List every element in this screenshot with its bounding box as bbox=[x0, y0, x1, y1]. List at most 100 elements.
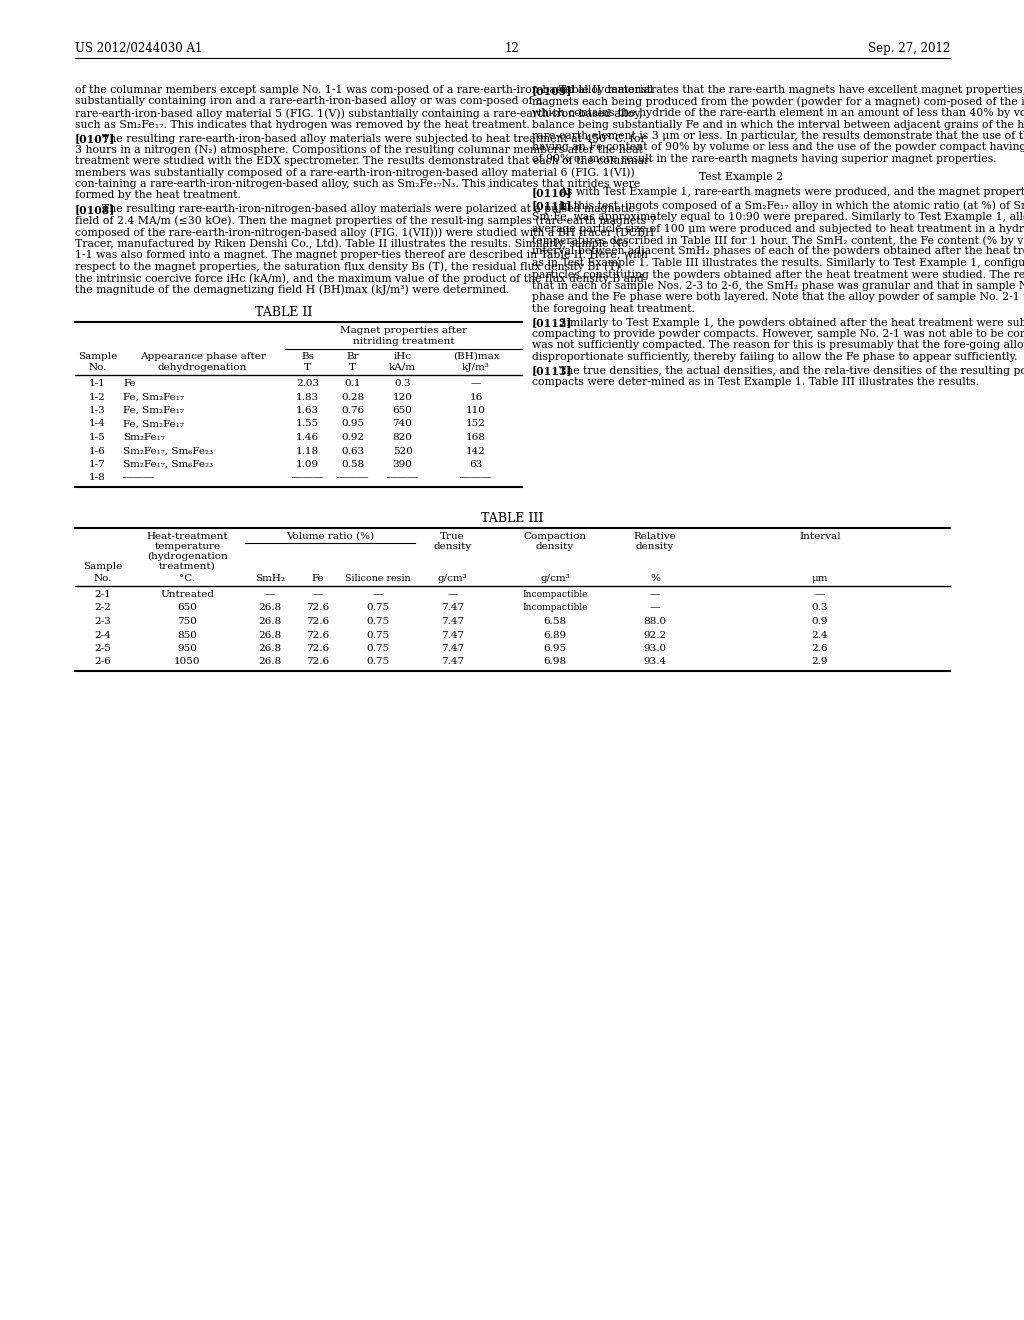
Text: rare-earth element is 3 μm or less. In particular, the results demonstrate that : rare-earth element is 3 μm or less. In p… bbox=[532, 131, 1024, 141]
Text: US 2012/0244030 A1: US 2012/0244030 A1 bbox=[75, 42, 203, 55]
Text: 0.28: 0.28 bbox=[341, 392, 365, 401]
Text: 650: 650 bbox=[392, 407, 413, 414]
Text: 93.0: 93.0 bbox=[643, 644, 667, 653]
Text: 7.47: 7.47 bbox=[441, 657, 464, 667]
Text: Sm:Fe, was approximately equal to 10:90 were prepared. Similarly to Test Example: Sm:Fe, was approximately equal to 10:90 … bbox=[532, 213, 1024, 222]
Text: rare-earth-iron-based alloy material 5 (FIG. 1(V)) substantially containing a ra: rare-earth-iron-based alloy material 5 (… bbox=[75, 108, 642, 119]
Text: 2-4: 2-4 bbox=[94, 631, 111, 639]
Text: 7.47: 7.47 bbox=[441, 616, 464, 626]
Text: —: — bbox=[265, 590, 275, 599]
Text: 26.8: 26.8 bbox=[258, 657, 282, 667]
Text: g/cm³: g/cm³ bbox=[541, 574, 569, 583]
Text: 26.8: 26.8 bbox=[258, 631, 282, 639]
Text: phase and the Fe phase were both layered. Note that the alloy powder of sample N: phase and the Fe phase were both layered… bbox=[532, 293, 1024, 302]
Text: [0107]: [0107] bbox=[75, 133, 116, 144]
Text: —: — bbox=[447, 590, 458, 599]
Text: No.: No. bbox=[88, 363, 106, 372]
Text: density: density bbox=[536, 543, 574, 550]
Text: 110: 110 bbox=[466, 407, 486, 414]
Text: con-taining a rare-earth-iron-nitrogen-based alloy, such as Sm₂Fe₁₇N₃. This indi: con-taining a rare-earth-iron-nitrogen-b… bbox=[75, 180, 640, 189]
Text: (hydrogenation: (hydrogenation bbox=[147, 552, 228, 561]
Text: 2-3: 2-3 bbox=[94, 616, 111, 626]
Text: 1-4: 1-4 bbox=[89, 420, 105, 429]
Text: field of 2.4 MA/m (≤30 kOe). Then the magnet properties of the result-ing sample: field of 2.4 MA/m (≤30 kOe). Then the ma… bbox=[75, 215, 656, 226]
Text: 6.98: 6.98 bbox=[544, 657, 566, 667]
Text: Incompactible: Incompactible bbox=[522, 590, 588, 599]
Text: 1.09: 1.09 bbox=[296, 459, 319, 469]
Text: Silicone resin: Silicone resin bbox=[345, 574, 411, 583]
Text: Compaction: Compaction bbox=[523, 532, 587, 541]
Text: Interval: Interval bbox=[799, 532, 841, 541]
Text: disproportionate sufficiently, thereby failing to allow the Fe phase to appear s: disproportionate sufficiently, thereby f… bbox=[532, 352, 1018, 362]
Text: 0.95: 0.95 bbox=[341, 420, 365, 429]
Text: 1.63: 1.63 bbox=[296, 407, 319, 414]
Text: treatment): treatment) bbox=[159, 562, 216, 572]
Text: 92.2: 92.2 bbox=[643, 631, 667, 639]
Text: 93.4: 93.4 bbox=[643, 657, 667, 667]
Text: %: % bbox=[650, 574, 659, 583]
Text: as in Test Example 1. Table III illustrates the results. Similarly to Test Examp: as in Test Example 1. Table III illustra… bbox=[532, 257, 1024, 268]
Text: The resulting rare-earth-iron-nitrogen-based alloy materials were polarized at a: The resulting rare-earth-iron-nitrogen-b… bbox=[102, 205, 635, 214]
Text: 950: 950 bbox=[177, 644, 198, 653]
Text: 2.4: 2.4 bbox=[812, 631, 828, 639]
Text: 6.95: 6.95 bbox=[544, 644, 566, 653]
Text: the foregoing heat treatment.: the foregoing heat treatment. bbox=[532, 304, 695, 314]
Text: 1-1 was also formed into a magnet. The magnet proper-ties thereof are described : 1-1 was also formed into a magnet. The m… bbox=[75, 249, 648, 260]
Text: temperatures described in Table III for 1 hour. The SmH₂ content, the Fe content: temperatures described in Table III for … bbox=[532, 235, 1024, 246]
Text: Sm₂Fe₁₇: Sm₂Fe₁₇ bbox=[123, 433, 165, 442]
Text: 2-2: 2-2 bbox=[94, 603, 111, 612]
Text: treatment were studied with the EDX spectrometer. The results demonstrated that : treatment were studied with the EDX spec… bbox=[75, 156, 649, 166]
Text: 88.0: 88.0 bbox=[643, 616, 667, 626]
Text: Fe, Sm₂Fe₁₇: Fe, Sm₂Fe₁₇ bbox=[123, 420, 184, 429]
Text: 72.6: 72.6 bbox=[306, 644, 329, 653]
Text: Incompactible: Incompactible bbox=[522, 603, 588, 612]
Text: Bs: Bs bbox=[301, 352, 314, 360]
Text: 0.75: 0.75 bbox=[366, 603, 389, 612]
Text: Sm₂Fe₁₇, Sm₆Fe₂₃: Sm₂Fe₁₇, Sm₆Fe₂₃ bbox=[123, 446, 213, 455]
Text: No.: No. bbox=[93, 574, 112, 583]
Text: Test Example 2: Test Example 2 bbox=[699, 172, 783, 181]
Text: 72.6: 72.6 bbox=[306, 657, 329, 667]
Text: magnets each being produced from the powder (powder for a magnet) com-posed of t: magnets each being produced from the pow… bbox=[532, 96, 1024, 107]
Text: 7.47: 7.47 bbox=[441, 631, 464, 639]
Text: 152: 152 bbox=[466, 420, 486, 429]
Text: of the columnar members except sample No. 1-1 was com-posed of a rare-earth-iron: of the columnar members except sample No… bbox=[75, 84, 653, 95]
Text: 1-3: 1-3 bbox=[89, 407, 105, 414]
Text: substantially containing iron and a rare-earth-iron-based alloy or was com-posed: substantially containing iron and a rare… bbox=[75, 96, 543, 107]
Text: 26.8: 26.8 bbox=[258, 644, 282, 653]
Text: 142: 142 bbox=[466, 446, 486, 455]
Text: 2-6: 2-6 bbox=[94, 657, 111, 667]
Text: Volume ratio (%): Volume ratio (%) bbox=[286, 532, 374, 541]
Text: 1.83: 1.83 bbox=[296, 392, 319, 401]
Text: 1-8: 1-8 bbox=[89, 474, 105, 483]
Text: 7.47: 7.47 bbox=[441, 603, 464, 612]
Text: 0.75: 0.75 bbox=[366, 657, 389, 667]
Text: 1.18: 1.18 bbox=[296, 446, 319, 455]
Text: 750: 750 bbox=[177, 616, 198, 626]
Text: 0.9: 0.9 bbox=[812, 616, 828, 626]
Text: the intrinsic coercive force iHc (kA/m), and the maximum value of the product of: the intrinsic coercive force iHc (kA/m),… bbox=[75, 273, 644, 284]
Text: which contains the hydride of the rare-earth element in an amount of less than 4: which contains the hydride of the rare-e… bbox=[532, 108, 1024, 117]
Text: The true densities, the actual densities, and the rela-tive densities of the res: The true densities, the actual densities… bbox=[559, 366, 1024, 375]
Text: —: — bbox=[650, 590, 660, 599]
Text: of 90% or more result in the rare-earth magnets having superior magnet propertie: of 90% or more result in the rare-earth … bbox=[532, 154, 996, 164]
Text: μm: μm bbox=[812, 574, 828, 583]
Text: members was substantially composed of a rare-earth-iron-nitrogen-based alloy mat: members was substantially composed of a … bbox=[75, 168, 635, 178]
Text: 12: 12 bbox=[505, 42, 519, 55]
Text: 0.75: 0.75 bbox=[366, 616, 389, 626]
Text: [0108]: [0108] bbox=[75, 205, 116, 215]
Text: respect to the magnet properties, the saturation flux density Bs (T), the residu: respect to the magnet properties, the sa… bbox=[75, 261, 624, 272]
Text: [0112]: [0112] bbox=[532, 318, 572, 329]
Text: (BH)max: (BH)max bbox=[453, 352, 500, 360]
Text: —: — bbox=[471, 379, 481, 388]
Text: Sep. 27, 2012: Sep. 27, 2012 bbox=[867, 42, 950, 55]
Text: 63: 63 bbox=[469, 459, 482, 469]
Text: —: — bbox=[312, 590, 323, 599]
Text: TABLE III: TABLE III bbox=[481, 512, 544, 525]
Text: 0.3: 0.3 bbox=[394, 379, 411, 388]
Text: temperature: temperature bbox=[155, 543, 220, 550]
Text: 0.63: 0.63 bbox=[341, 446, 365, 455]
Text: Br: Br bbox=[346, 352, 358, 360]
Text: 72.6: 72.6 bbox=[306, 616, 329, 626]
Text: 6.89: 6.89 bbox=[544, 631, 566, 639]
